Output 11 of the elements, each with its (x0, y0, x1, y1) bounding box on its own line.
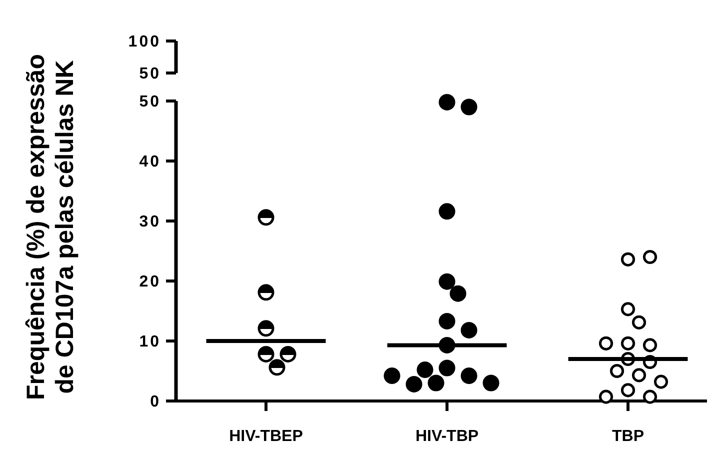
y-tick-label: 50 (139, 94, 161, 111)
x-tick-label: TBP (612, 428, 644, 445)
y-tick-label: 40 (139, 154, 161, 171)
y-tick-label: 10 (139, 334, 161, 351)
x-tick-label: HIV-TBEP (229, 428, 304, 445)
y-tick-label: 20 (139, 274, 161, 291)
y-axis-title: Frequência (%) de expressão de CD107a pelas células NK (22, 54, 79, 400)
y-tick-label: 30 (139, 214, 161, 231)
y-tick-label: 0 (150, 394, 161, 411)
x-tick-label: HIV-TBP (415, 428, 479, 445)
text: 100 (128, 34, 161, 51)
